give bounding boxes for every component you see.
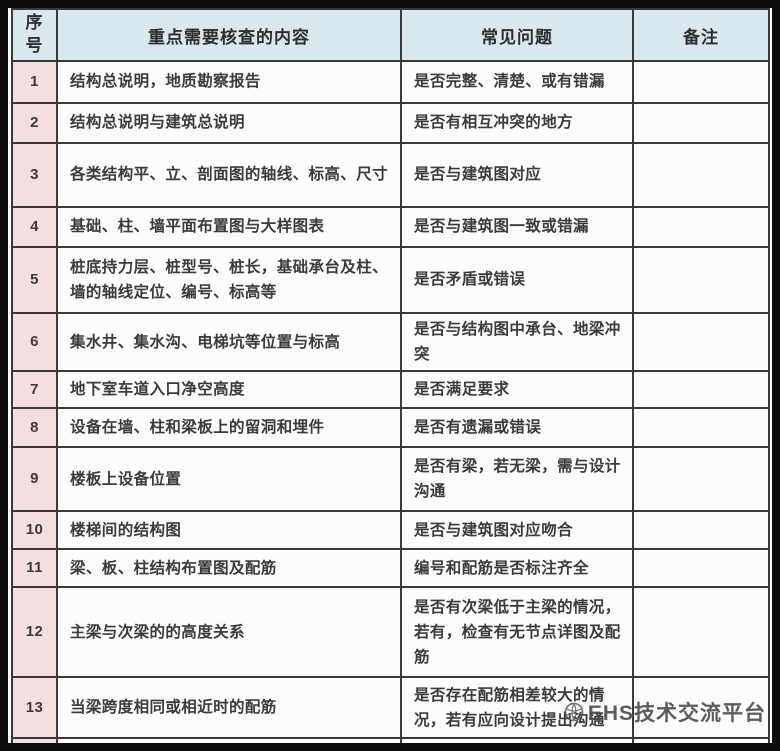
row-content-cell: 地下室车道入口净空高度 (56, 370, 402, 410)
header-row: 序号 重点需要核查的内容 常见问题 备注 (11, 8, 770, 62)
row-remark-cell (632, 510, 770, 551)
row-problem-cell: 是否有次梁低于主梁的情况，若有，检查有无节点详图及配筋 (400, 586, 634, 679)
table-row: 9 楼板上设备位置 是否有梁，若无梁，需与设计沟通 (11, 446, 770, 513)
partial-row (11, 737, 770, 743)
table-row: 3 各类结构平、立、剖面图的轴线、标高、尺寸 是否与建筑图对应 (11, 142, 770, 208)
row-seq-cell: 5 (11, 246, 58, 314)
row-problem-cell: 是否有梁，若无梁，需与设计沟通 (400, 446, 634, 513)
row-content-cell: 集水井、集水沟、电梯坑等位置与标高 (56, 311, 402, 373)
table-row: 11 梁、板、柱结构布置图及配筋 编号和配筋是否标注齐全 (11, 548, 770, 589)
row-remark-cell (632, 407, 770, 449)
column-header-seq: 序号 (11, 8, 58, 62)
row-problem-cell: 是否与建筑图对应吻合 (400, 510, 634, 551)
table-row: 6 集水井、集水沟、电梯坑等位置与标高 是否与结构图中承台、地梁冲突 (11, 311, 770, 373)
row-remark-cell (632, 586, 770, 679)
table-row: 5 桩底持力层、桩型号、桩长，基础承台及柱、墙的轴线定位、编号、标高等 是否矛盾… (11, 246, 770, 314)
row-seq-cell: 13 (11, 676, 58, 740)
row-content-cell: 当梁跨度相同或相近时的配筋 (56, 676, 402, 740)
row-content-cell: 结构总说明与建筑总说明 (56, 102, 402, 144)
row-content-cell: 梁、板、柱结构布置图及配筋 (56, 548, 402, 589)
review-checklist-table: 序号 重点需要核查的内容 常见问题 备注 1 结构总说明，地质勘察报告 是否完整… (11, 8, 770, 743)
partial-cell (11, 737, 58, 743)
table-row: 7 地下室车道入口净空高度 是否满足要求 (11, 370, 770, 410)
row-seq-cell: 12 (11, 586, 58, 679)
row-seq-cell: 6 (11, 311, 58, 373)
table-header: 序号 重点需要核查的内容 常见问题 备注 (11, 8, 770, 62)
row-problem-cell: 是否有遗漏或错误 (400, 407, 634, 449)
row-problem-cell: 是否完整、清楚、或有错漏 (400, 60, 634, 104)
row-problem-cell: 编号和配筋是否标注齐全 (400, 548, 634, 589)
row-remark-cell (632, 246, 770, 314)
row-content-cell: 基础、柱、墙平面布置图与大样图表 (56, 206, 402, 248)
table-body: 1 结构总说明，地质勘察报告 是否完整、清楚、或有错漏 2 结构总说明与建筑总说… (11, 60, 770, 743)
document-sheet: 序号 重点需要核查的内容 常见问题 备注 1 结构总说明，地质勘察报告 是否完整… (8, 8, 772, 743)
row-problem-cell: 是否满足要求 (400, 370, 634, 410)
row-content-cell: 楼板上设备位置 (56, 446, 402, 513)
row-seq-cell: 7 (11, 370, 58, 410)
row-content-cell: 楼梯间的结构图 (56, 510, 402, 551)
row-remark-cell (632, 60, 770, 104)
partial-cell (632, 737, 770, 743)
partial-cell (56, 737, 402, 743)
row-problem-cell: 是否与结构图中承台、地梁冲突 (400, 311, 634, 373)
row-remark-cell (632, 676, 770, 740)
partial-cell (400, 737, 634, 743)
table-row: 1 结构总说明，地质勘察报告 是否完整、清楚、或有错漏 (11, 60, 770, 104)
column-header-problem: 常见问题 (400, 8, 634, 62)
row-content-cell: 桩底持力层、桩型号、桩长，基础承台及柱、墙的轴线定位、编号、标高等 (56, 246, 402, 314)
row-content-cell: 各类结构平、立、剖面图的轴线、标高、尺寸 (56, 142, 402, 208)
table-row: 8 设备在墙、柱和梁板上的留洞和埋件 是否有遗漏或错误 (11, 407, 770, 449)
row-problem-cell: 是否与建筑图对应 (400, 142, 634, 208)
row-remark-cell (632, 370, 770, 410)
row-problem-cell: 是否矛盾或错误 (400, 246, 634, 314)
table-row: 13 当梁跨度相同或相近时的配筋 是否存在配筋相差较大的情况，若有应向设计提出沟… (11, 676, 770, 740)
row-seq-cell: 8 (11, 407, 58, 449)
row-seq-cell: 2 (11, 102, 58, 144)
table-row: 2 结构总说明与建筑总说明 是否有相互冲突的地方 (11, 102, 770, 144)
row-seq-cell: 1 (11, 60, 58, 104)
table-row: 4 基础、柱、墙平面布置图与大样图表 是否与建筑图一致或错漏 (11, 206, 770, 248)
row-problem-cell: 是否有相互冲突的地方 (400, 102, 634, 144)
row-content-cell: 设备在墙、柱和梁板上的留洞和埋件 (56, 407, 402, 449)
row-content-cell: 主梁与次梁的的高度关系 (56, 586, 402, 679)
row-seq-cell: 9 (11, 446, 58, 513)
row-problem-cell: 是否与建筑图一致或错漏 (400, 206, 634, 248)
row-remark-cell (632, 102, 770, 144)
row-remark-cell (632, 446, 770, 513)
row-content-cell: 结构总说明，地质勘察报告 (56, 60, 402, 104)
column-header-remark: 备注 (632, 8, 770, 62)
row-seq-cell: 10 (11, 510, 58, 551)
row-remark-cell (632, 311, 770, 373)
row-seq-cell: 4 (11, 206, 58, 248)
row-problem-cell: 是否存在配筋相差较大的情况，若有应向设计提出沟通 (400, 676, 634, 740)
column-header-seq-label: 序号 (25, 13, 44, 55)
column-header-content: 重点需要核查的内容 (56, 8, 402, 62)
row-seq-cell: 11 (11, 548, 58, 589)
row-seq-cell: 3 (11, 142, 58, 208)
row-remark-cell (632, 206, 770, 248)
row-remark-cell (632, 548, 770, 589)
table-row: 10 楼梯间的结构图 是否与建筑图对应吻合 (11, 510, 770, 551)
row-remark-cell (632, 142, 770, 208)
table-row: 12 主梁与次梁的的高度关系 是否有次梁低于主梁的情况，若有，检查有无节点详图及… (11, 586, 770, 679)
